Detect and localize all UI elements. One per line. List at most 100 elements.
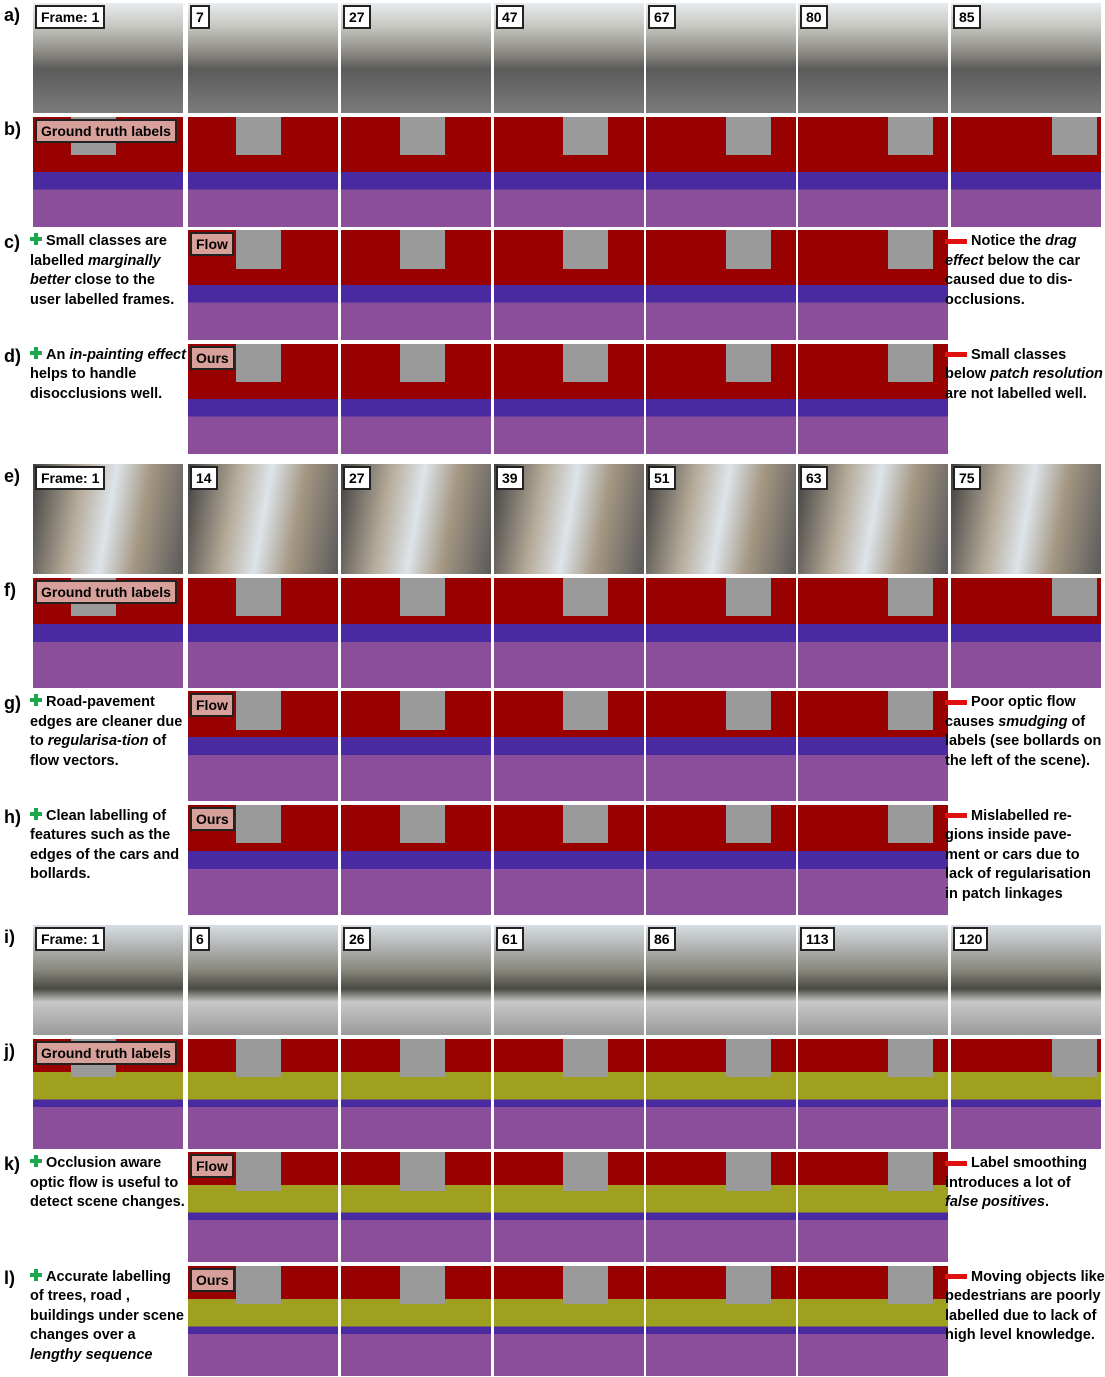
segmentation bbox=[341, 805, 491, 915]
segmentation bbox=[494, 1266, 644, 1376]
sky-region bbox=[400, 578, 445, 617]
segmentation bbox=[798, 578, 948, 688]
sky-region bbox=[236, 1039, 281, 1078]
minus-icon bbox=[945, 813, 967, 818]
sky-region bbox=[236, 1152, 281, 1191]
sky-region bbox=[236, 344, 281, 383]
segmentation bbox=[494, 691, 644, 801]
segmentation bbox=[798, 1039, 948, 1149]
sky-region bbox=[400, 691, 445, 730]
plus-icon bbox=[30, 808, 42, 820]
frame-tag: 39 bbox=[496, 466, 524, 490]
frame-tag: 27 bbox=[343, 5, 371, 29]
row-label: a) bbox=[4, 5, 20, 26]
note-text: An bbox=[46, 347, 69, 363]
segmentation: Ours bbox=[188, 805, 338, 915]
right-note: Moving objects like pedestrians are poor… bbox=[945, 1268, 1105, 1346]
sky-region bbox=[400, 1152, 445, 1191]
note-text: lengthy sequence bbox=[30, 1347, 152, 1363]
photo: 6 bbox=[188, 925, 338, 1035]
sky-region bbox=[888, 230, 933, 269]
segmentation bbox=[646, 1039, 796, 1149]
frame-tag: 14 bbox=[190, 466, 218, 490]
sky-region bbox=[1052, 117, 1097, 156]
segmentation bbox=[494, 344, 644, 454]
segmentation bbox=[341, 578, 491, 688]
segmentation bbox=[798, 1266, 948, 1376]
segmentation bbox=[646, 691, 796, 801]
photo: 85 bbox=[951, 3, 1101, 113]
right-note: Small classes below patch resolution are… bbox=[945, 346, 1105, 405]
left-note: Clean labelling of features such as the … bbox=[30, 807, 186, 885]
segmentation bbox=[646, 805, 796, 915]
photo: Frame: 1 bbox=[33, 925, 183, 1035]
figure: a)Frame: 172747678085b)Ground truth labe… bbox=[0, 0, 1105, 1377]
photo: 26 bbox=[341, 925, 491, 1035]
row-label: b) bbox=[4, 119, 21, 140]
right-note: Poor optic flow causes smudging of label… bbox=[945, 693, 1105, 771]
sky-region bbox=[726, 1152, 771, 1191]
right-note: Label smoothing introduces a lot of fals… bbox=[945, 1154, 1105, 1213]
note-text: patch resolution bbox=[990, 366, 1103, 382]
sky-region bbox=[563, 230, 608, 269]
note-text: smudging bbox=[998, 714, 1067, 730]
sky-region bbox=[563, 1266, 608, 1305]
frame-tag: 61 bbox=[496, 927, 524, 951]
photo: 27 bbox=[341, 3, 491, 113]
segmentation bbox=[188, 578, 338, 688]
segmentation bbox=[646, 230, 796, 340]
segmentation bbox=[341, 230, 491, 340]
photo: 67 bbox=[646, 3, 796, 113]
note-text: helps to handle disocclusions well. bbox=[30, 366, 162, 402]
note-text: in-painting effect bbox=[69, 347, 186, 363]
row-label: g) bbox=[4, 693, 21, 714]
frame-tag: Frame: 1 bbox=[35, 927, 105, 951]
sky-region bbox=[726, 805, 771, 844]
row-label: f) bbox=[4, 580, 16, 601]
sky-region bbox=[236, 691, 281, 730]
frame-tag: 75 bbox=[953, 466, 981, 490]
sky-region bbox=[236, 117, 281, 156]
frame-tag: 86 bbox=[648, 927, 676, 951]
frame-tag: 113 bbox=[800, 927, 835, 951]
method-tag: Flow bbox=[190, 1154, 234, 1178]
method-tag: Ground truth labels bbox=[35, 1041, 177, 1065]
photo: 63 bbox=[798, 464, 948, 574]
frame-tag: 7 bbox=[190, 5, 210, 29]
left-note: An in-painting effect helps to handle di… bbox=[30, 346, 186, 405]
sky-region bbox=[400, 805, 445, 844]
note-text: regularisa-tion bbox=[48, 733, 149, 749]
left-note: Occlusion aware optic flow is useful to … bbox=[30, 1154, 186, 1213]
sky-region bbox=[563, 578, 608, 617]
segmentation bbox=[951, 1039, 1101, 1149]
photo: Frame: 1 bbox=[33, 3, 183, 113]
segmentation bbox=[341, 691, 491, 801]
segmentation: Flow bbox=[188, 691, 338, 801]
plus-icon bbox=[30, 233, 42, 245]
left-note: Small classes are labelled marginally be… bbox=[30, 232, 186, 310]
photo: 86 bbox=[646, 925, 796, 1035]
segmentation bbox=[798, 691, 948, 801]
segmentation bbox=[494, 117, 644, 227]
note-text: Moving objects like pedestrians are poor… bbox=[945, 1269, 1105, 1344]
photo: Frame: 1 bbox=[33, 464, 183, 574]
sky-region bbox=[726, 1266, 771, 1305]
note-text: Occlusion aware optic flow is useful to … bbox=[30, 1155, 185, 1210]
segmentation bbox=[798, 805, 948, 915]
sky-region bbox=[888, 1152, 933, 1191]
segmentation bbox=[494, 1152, 644, 1262]
frame-tag: 85 bbox=[953, 5, 981, 29]
segmentation bbox=[341, 1152, 491, 1262]
minus-icon bbox=[945, 700, 967, 705]
sky-region bbox=[726, 1039, 771, 1078]
plus-icon bbox=[30, 1155, 42, 1167]
row-label: i) bbox=[4, 927, 15, 948]
sky-region bbox=[888, 117, 933, 156]
sky-region bbox=[888, 691, 933, 730]
photo: 14 bbox=[188, 464, 338, 574]
right-note: Notice the drag effect below the car cau… bbox=[945, 232, 1105, 310]
method-tag: Ours bbox=[190, 346, 235, 370]
minus-icon bbox=[945, 239, 967, 244]
left-note: Accurate labelling of trees, road , buil… bbox=[30, 1268, 186, 1366]
photo: 80 bbox=[798, 3, 948, 113]
